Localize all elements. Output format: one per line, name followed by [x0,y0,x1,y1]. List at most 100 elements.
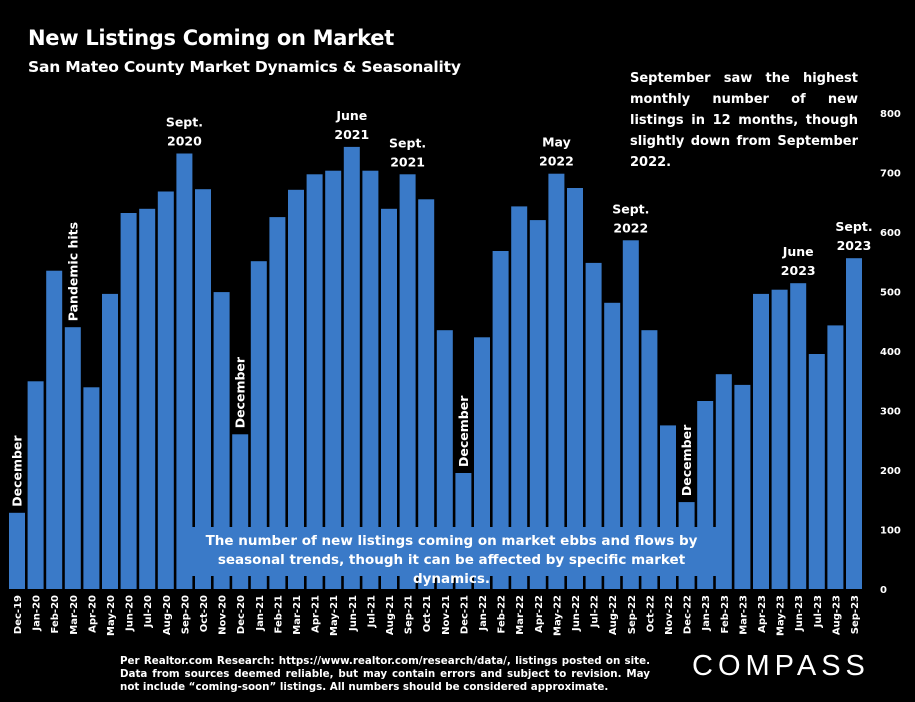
annotation-label: December [679,424,694,496]
bar-feb-21 [269,217,286,589]
annotations-group: December Pandemic hits Sept. 2020 December Ju… [10,108,873,507]
x-tick-label: Dec-20 [236,595,247,634]
annotation-label: Sept. [166,115,203,130]
y-tick-label: 500 [880,288,901,299]
bar-mar-22 [511,206,528,589]
bar-jun-22 [567,188,583,589]
bar-sep-23 [846,258,862,589]
annotation-label: May [542,135,571,150]
bar-jan-20 [27,381,44,589]
bar-jul-22 [585,262,602,589]
bar-feb-20 [46,270,63,589]
x-tick-label: Oct-22 [645,595,656,632]
chart-subtitle: San Mateo County Market Dynamics & Seaso… [28,58,461,76]
bar-may-23 [771,289,788,589]
bar-may-22 [548,173,565,589]
x-tick-label: Apr-20 [87,595,98,633]
bar-oct-21 [418,199,435,590]
bar-sep-22 [622,240,639,590]
x-tick-label: May-23 [776,595,787,636]
x-tick-label: Mar-23 [738,595,749,635]
seasonality-callout: The number of new listings coming on mar… [177,527,726,587]
x-tick-label: Aug-23 [831,595,842,635]
x-tick-label: Jun-23 [794,595,805,632]
x-tick-label: Jan-20 [32,595,43,632]
bar-jul-23 [808,354,825,589]
annotation-label: December [456,395,471,467]
y-tick-label: 100 [880,526,901,537]
bar-may-20 [102,293,118,589]
x-axis-ticks: Dec-19 Jan-20 Feb-20 Mar-20 Apr-20 May-20 Jun-… [13,595,861,636]
bar-mar-21 [288,189,304,590]
bar-jun-21 [343,146,360,589]
bar-feb-22 [492,251,509,589]
x-tick-label: Aug-20 [162,595,173,635]
y-tick-label: 800 [880,109,901,120]
x-tick-label: Jul-20 [143,595,154,628]
bar-nov-20 [213,292,230,589]
x-tick-label: Nov-20 [218,595,229,635]
x-tick-label: Feb-20 [50,595,61,633]
x-tick-label: Mar-22 [515,595,526,635]
x-tick-label: Dec-21 [459,595,470,634]
annotation-label: December [233,356,248,428]
bar-jun-23 [790,283,807,589]
annotation-label: 2023 [837,238,872,253]
bar-apr-23 [753,293,769,589]
x-tick-label: Jun-22 [571,595,582,632]
x-tick-label: Jul-21 [366,595,377,628]
bar-jul-20 [139,208,156,590]
y-tick-label: 600 [880,228,901,239]
compass-logo: COMPASS [692,650,870,682]
annotation-label: 2022 [539,154,574,169]
bar-nov-21 [436,330,453,589]
x-tick-label: May-20 [106,595,117,636]
annotation-label: 2022 [613,220,648,235]
x-tick-label: Aug-21 [385,595,396,635]
bar-jun-20 [120,213,137,589]
x-tick-label: Feb-22 [497,595,508,633]
bar-sep-21 [399,174,416,590]
annotation-label: 2021 [334,127,369,142]
x-tick-label: May-21 [329,595,340,636]
x-tick-label: Sep-21 [404,595,415,634]
bar-dec-19 [9,512,25,589]
x-tick-label: Sep-20 [180,595,191,634]
x-tick-label: Jun-21 [348,595,359,632]
bar-oct-22 [641,330,658,589]
bar-aug-21 [381,208,397,590]
x-tick-label: Jul-22 [590,595,601,628]
y-axis-ticks: 0 100 200 300 400 500 600 700 800 [880,109,901,596]
x-tick-label: Mar-20 [69,595,80,635]
bar-apr-20 [83,387,100,589]
bar-mar-20 [64,327,81,589]
x-tick-label: Apr-22 [534,595,545,633]
annotation-label: Sept. [612,201,649,216]
annotation-label: 2023 [781,263,816,278]
x-tick-label: May-22 [552,595,563,636]
bar-jul-21 [362,170,379,589]
y-tick-label: 700 [880,169,901,180]
x-tick-label: Apr-21 [311,595,322,633]
bar-may-21 [325,170,342,589]
x-tick-label: Dec-22 [683,595,694,634]
bar-apr-22 [529,220,546,589]
bar-jan-21 [250,261,267,589]
bar-sep-20 [176,153,193,589]
x-tick-label: Feb-23 [720,595,731,633]
bar-apr-21 [306,174,323,590]
x-tick-label: Jun-20 [125,595,136,632]
bar-mar-23 [734,384,751,589]
x-tick-label: Sep-22 [627,595,638,634]
annotation-label: 2021 [390,154,425,169]
bar-aug-20 [157,191,174,589]
bar-oct-20 [195,189,211,589]
x-tick-label: Feb-21 [273,595,284,633]
x-tick-label: Jan-23 [701,595,712,632]
y-tick-label: 0 [880,585,887,596]
annotation-label: Sept. [835,219,872,234]
x-tick-label: Sep-23 [850,595,861,634]
x-tick-label: Dec-19 [13,595,24,634]
x-tick-label: Aug-22 [608,595,619,635]
